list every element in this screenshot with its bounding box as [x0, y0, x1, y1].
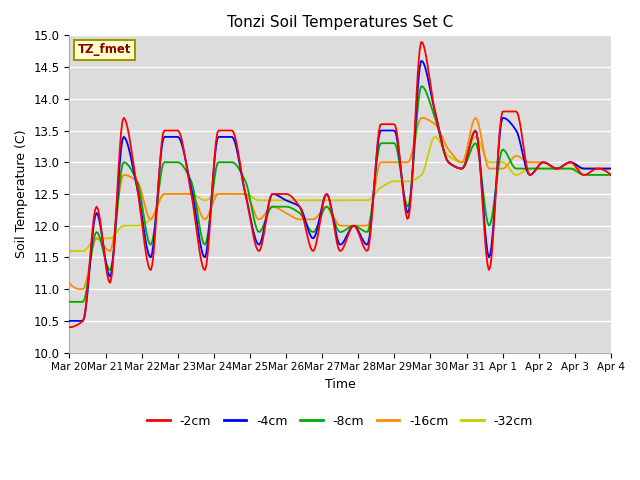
- Text: TZ_fmet: TZ_fmet: [77, 43, 131, 56]
- Y-axis label: Soil Temperature (C): Soil Temperature (C): [15, 130, 28, 258]
- Title: Tonzi Soil Temperatures Set C: Tonzi Soil Temperatures Set C: [227, 15, 453, 30]
- X-axis label: Time: Time: [325, 378, 356, 391]
- Legend: -2cm, -4cm, -8cm, -16cm, -32cm: -2cm, -4cm, -8cm, -16cm, -32cm: [142, 409, 538, 432]
